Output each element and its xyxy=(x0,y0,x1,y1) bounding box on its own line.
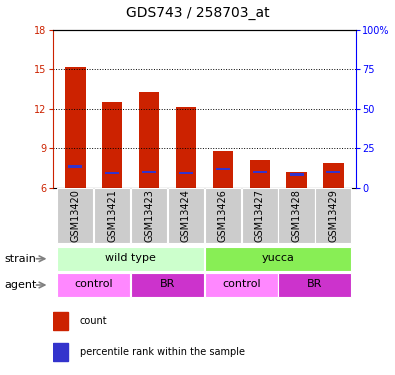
Bar xyxy=(53,343,68,362)
Text: GSM13426: GSM13426 xyxy=(218,189,228,242)
Text: GSM13427: GSM13427 xyxy=(255,189,265,242)
Text: GSM13421: GSM13421 xyxy=(107,189,117,242)
Bar xyxy=(65,67,86,188)
Text: GSM13429: GSM13429 xyxy=(328,189,339,242)
FancyBboxPatch shape xyxy=(94,188,130,243)
Bar xyxy=(216,168,230,170)
Text: control: control xyxy=(75,279,113,290)
Text: BR: BR xyxy=(160,279,175,290)
Text: agent: agent xyxy=(4,280,36,290)
Text: GDS743 / 258703_at: GDS743 / 258703_at xyxy=(126,6,269,20)
Bar xyxy=(105,172,119,174)
Bar xyxy=(286,172,307,188)
FancyBboxPatch shape xyxy=(131,273,204,297)
FancyBboxPatch shape xyxy=(205,188,241,243)
Text: GSM13420: GSM13420 xyxy=(70,189,81,242)
Text: wild type: wild type xyxy=(105,253,156,263)
FancyBboxPatch shape xyxy=(205,273,278,297)
Text: count: count xyxy=(80,316,107,326)
Text: strain: strain xyxy=(4,254,36,264)
FancyBboxPatch shape xyxy=(131,188,167,243)
FancyBboxPatch shape xyxy=(168,188,204,243)
Text: control: control xyxy=(222,279,261,290)
FancyBboxPatch shape xyxy=(57,247,204,271)
FancyBboxPatch shape xyxy=(315,188,352,243)
Text: GSM13423: GSM13423 xyxy=(144,189,154,242)
FancyBboxPatch shape xyxy=(278,188,314,243)
Bar xyxy=(176,107,196,188)
Text: yucca: yucca xyxy=(261,253,295,263)
Text: GSM13428: GSM13428 xyxy=(292,189,301,242)
Bar xyxy=(213,151,233,188)
Bar xyxy=(326,171,340,173)
Text: percentile rank within the sample: percentile rank within the sample xyxy=(80,347,245,357)
Text: GSM13424: GSM13424 xyxy=(181,189,191,242)
Bar xyxy=(102,102,122,188)
Text: BR: BR xyxy=(307,279,323,290)
Bar xyxy=(253,171,267,173)
Bar xyxy=(142,171,156,173)
FancyBboxPatch shape xyxy=(278,273,352,297)
Bar xyxy=(53,312,68,330)
FancyBboxPatch shape xyxy=(205,247,352,271)
FancyBboxPatch shape xyxy=(57,188,94,243)
Bar xyxy=(323,163,344,188)
Bar xyxy=(68,165,83,168)
Bar xyxy=(250,160,270,188)
Bar xyxy=(139,92,159,188)
FancyBboxPatch shape xyxy=(57,273,130,297)
Bar xyxy=(179,172,193,174)
FancyBboxPatch shape xyxy=(242,188,278,243)
Bar xyxy=(290,173,303,176)
